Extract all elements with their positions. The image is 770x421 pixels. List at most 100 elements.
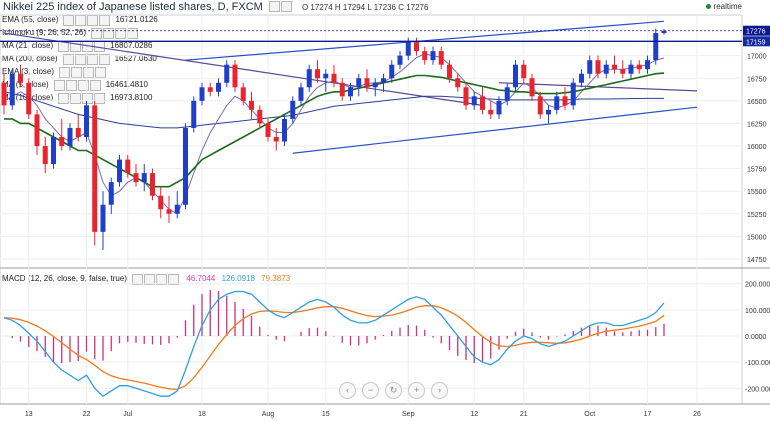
macd-tick-label: 0.0000 (745, 334, 767, 341)
candle-body (298, 87, 304, 101)
chart-title-row: Nikkei 225 index of Japanese listed shar… (3, 0, 428, 14)
candle (18, 64, 23, 88)
candle-body (265, 123, 271, 137)
legend-label: EMA (3, close) (0, 67, 57, 76)
legend-close-icon[interactable] (77, 80, 89, 91)
realtime-status: realtime (705, 2, 742, 11)
candle (438, 46, 444, 70)
settings-icon[interactable] (268, 1, 280, 12)
zoom-in-icon[interactable]: + (408, 382, 425, 399)
macd-visibility-icon[interactable] (144, 274, 156, 285)
legend-more-icon[interactable] (95, 67, 107, 78)
candle-body (100, 204, 106, 232)
candle (455, 73, 461, 92)
candle (240, 82, 246, 106)
candle (463, 82, 469, 110)
candle-body (488, 109, 494, 115)
candle-body (356, 78, 362, 88)
macd-close-icon[interactable] (156, 274, 168, 285)
candle (232, 60, 238, 92)
candle (661, 29, 667, 35)
legend-settings-icon[interactable] (59, 67, 71, 78)
candle-body (463, 87, 469, 106)
candle-body (389, 64, 395, 79)
candle (537, 91, 543, 119)
candle-body (339, 82, 345, 97)
candle (612, 55, 617, 74)
candle-body (166, 209, 172, 214)
legend-value: 16721.0126 (115, 15, 158, 24)
minus-circle-icon[interactable]: ‹ (339, 382, 356, 399)
candle (595, 55, 601, 79)
candle-body (620, 69, 626, 74)
candle (364, 69, 370, 92)
legend-settings-icon[interactable] (53, 80, 65, 91)
candle (323, 69, 329, 92)
zoom-out-icon[interactable]: − (362, 382, 379, 399)
price-tick-label: 15000 (747, 234, 767, 241)
close-icon[interactable] (280, 1, 292, 12)
macd-settings-icon[interactable] (132, 274, 144, 285)
time-tick-label: Jul (123, 411, 132, 418)
legend-visibility-icon[interactable] (103, 28, 115, 39)
candle (356, 73, 362, 97)
legend-visibility-icon[interactable] (70, 93, 82, 104)
time-tick-label: 17 (644, 411, 652, 418)
legend-close-icon[interactable] (115, 28, 127, 39)
macd-more-icon[interactable] (168, 274, 180, 285)
candle (34, 109, 40, 156)
legend-more-icon[interactable] (89, 80, 101, 91)
legend-more-icon[interactable] (98, 54, 110, 65)
candle (628, 60, 634, 79)
candle (422, 46, 428, 65)
candle (298, 82, 304, 106)
candle-body (42, 146, 48, 165)
legend-label: Ichimoku (9, 26, 52, 26) (0, 28, 89, 37)
legend-visibility-icon[interactable] (74, 54, 86, 65)
candle-body (224, 64, 230, 83)
level-badge (743, 36, 770, 47)
macd-tick-label: -100.000 (745, 360, 770, 367)
legend-close-icon[interactable] (86, 54, 98, 65)
legend-close-icon[interactable] (83, 67, 95, 78)
macd-line-value: 126.0918 (221, 274, 255, 283)
candle-body (513, 64, 518, 88)
macd-signal-value: 79.3873 (261, 274, 291, 283)
legend-visibility-icon[interactable] (71, 67, 83, 78)
candle-body (521, 64, 527, 79)
candle (249, 91, 254, 119)
candle-body (612, 64, 617, 70)
candle-body (133, 173, 139, 183)
candle (282, 114, 287, 147)
candle (430, 46, 436, 65)
price-tick-label: 16250 (747, 121, 767, 128)
candle-body (18, 73, 23, 83)
candle (92, 100, 98, 246)
candle (42, 136, 48, 174)
candle (546, 105, 551, 124)
plus-circle-icon[interactable]: › (431, 382, 448, 399)
legend-settings-icon[interactable] (58, 93, 70, 104)
candle-body (1, 82, 7, 106)
legend-more-icon[interactable] (94, 93, 106, 104)
time-tick-label: 21 (520, 411, 528, 418)
candle-body (372, 82, 378, 88)
legend-settings-icon[interactable] (62, 54, 74, 65)
legend-close-icon[interactable] (82, 93, 94, 104)
time-tick-label: 12 (470, 411, 478, 418)
trendline (3, 32, 483, 106)
reset-icon[interactable]: ↻ (385, 382, 402, 399)
candle-body (570, 82, 576, 106)
candle-body (150, 173, 155, 196)
legend-settings-icon[interactable] (91, 28, 103, 39)
candle-body (562, 96, 568, 106)
legend-row: EMA (3, close) (0, 66, 107, 78)
candle-body (430, 51, 436, 61)
legend-value: 16973.8100 (110, 93, 153, 102)
legend-visibility-icon[interactable] (65, 80, 77, 91)
candle (488, 100, 494, 119)
candle (133, 164, 139, 187)
candle (554, 91, 560, 115)
legend-label: MA (21, close) (0, 41, 56, 50)
